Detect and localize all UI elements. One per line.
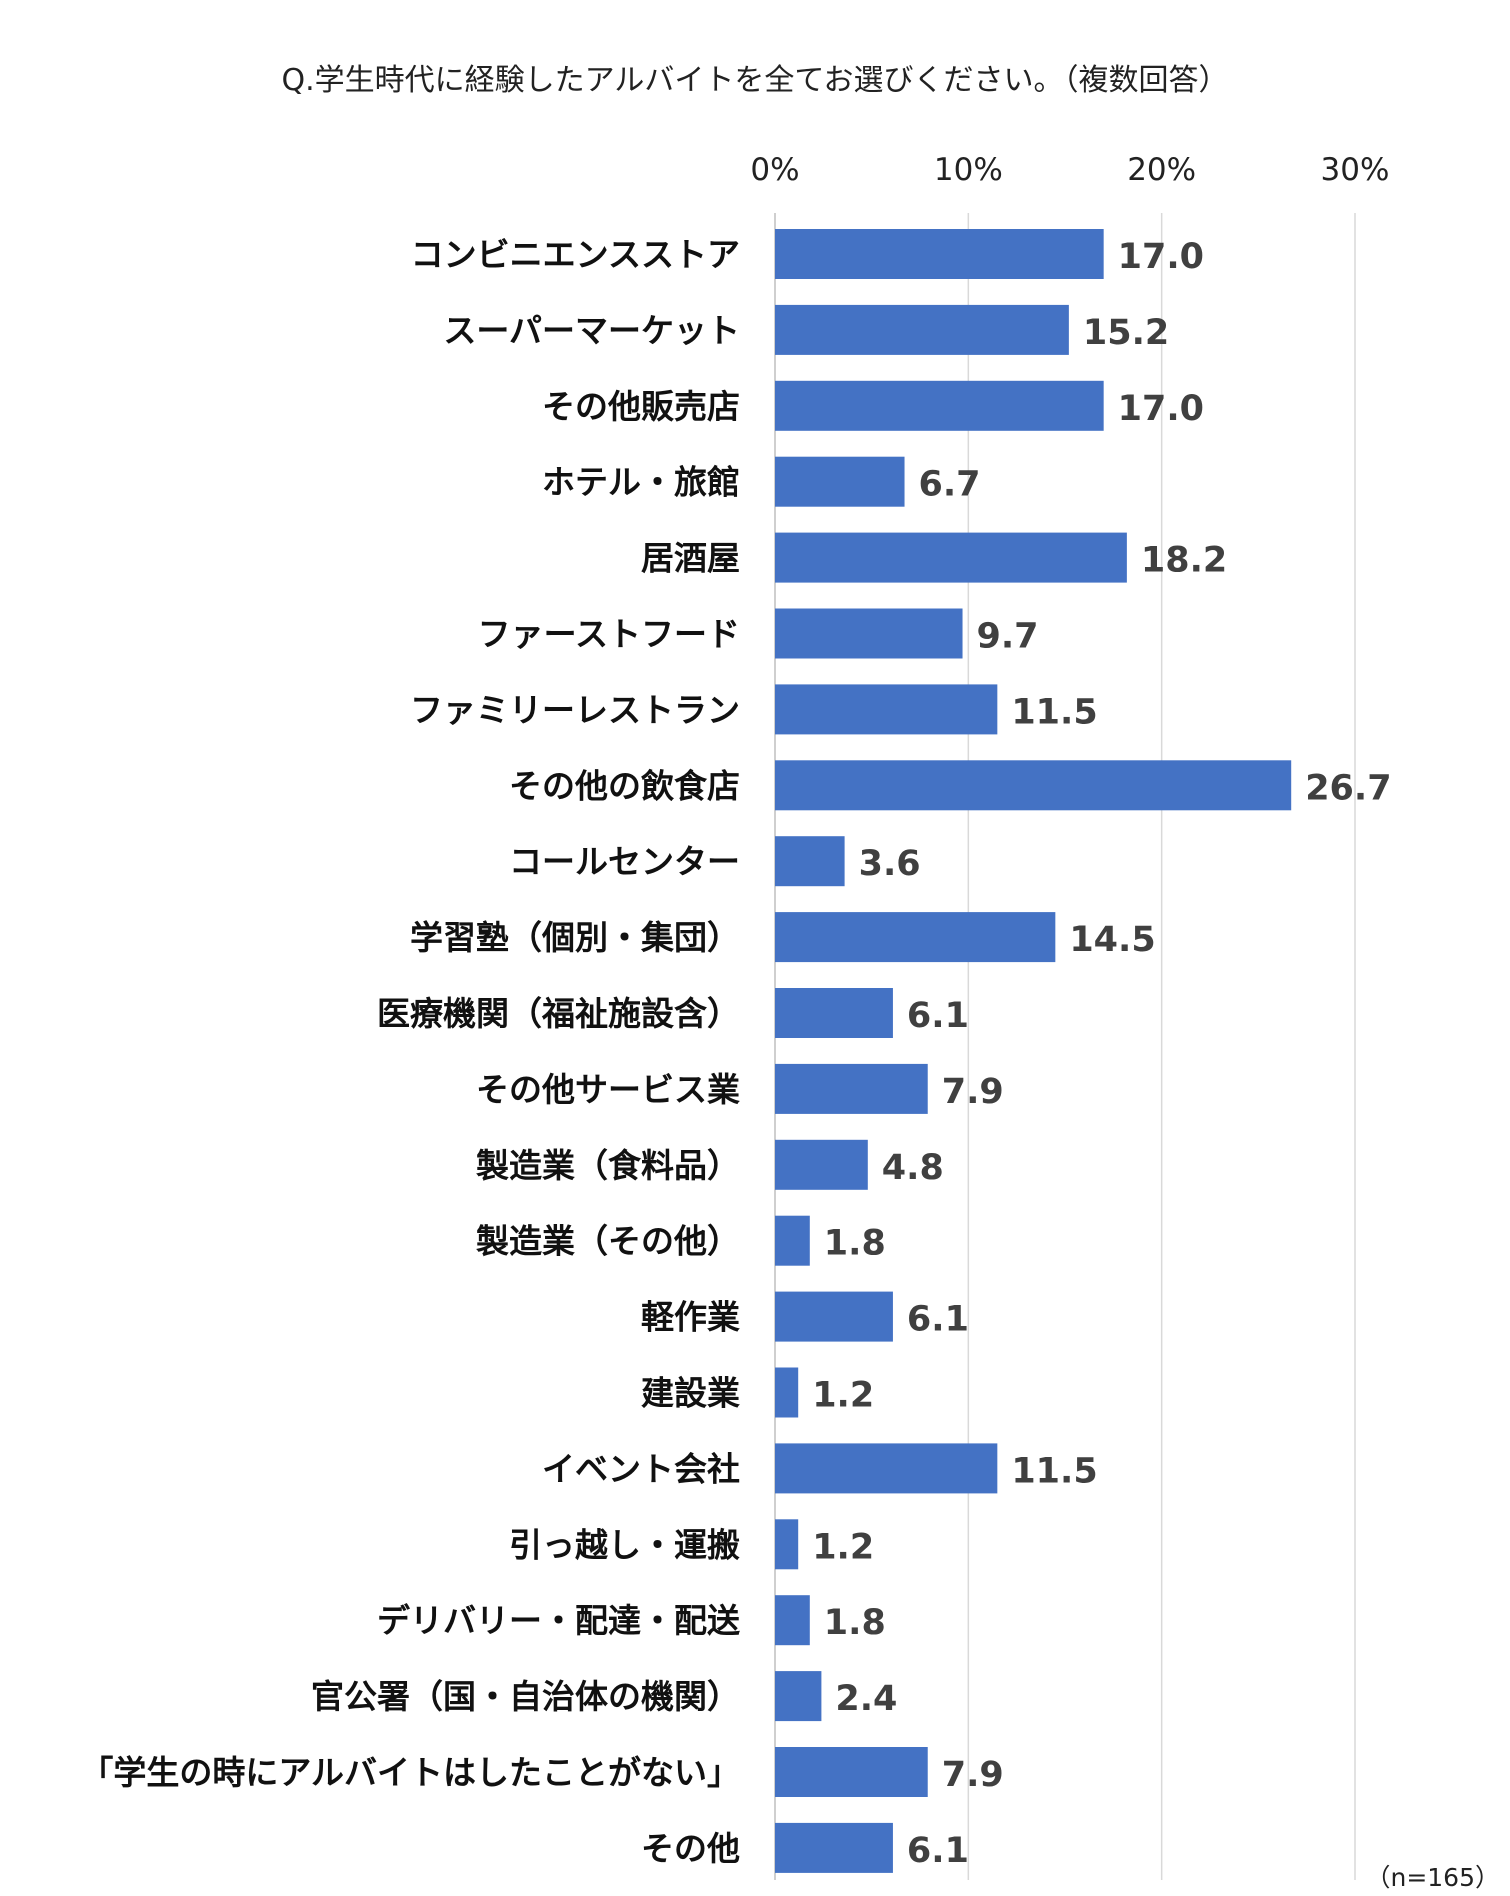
data-label: 1.8 <box>824 1224 886 1264</box>
category-label: コールセンター <box>509 842 740 881</box>
data-label: 18.2 <box>1141 541 1227 581</box>
data-label: 11.5 <box>1011 1451 1097 1491</box>
category-label: ファミリーレストラン <box>410 690 740 729</box>
data-label: 6.1 <box>907 1831 969 1871</box>
category-label: 製造業（食料品） <box>476 1146 740 1185</box>
data-label: 17.0 <box>1118 389 1204 429</box>
data-label: 14.5 <box>1069 920 1155 960</box>
data-label: 3.6 <box>859 844 921 884</box>
x-tick-label: 30% <box>1321 152 1390 188</box>
category-label: 引っ越し・運搬 <box>509 1525 740 1564</box>
chart-title: Q.学生時代に経験したアルバイトを全てお選びください。（複数回答） <box>281 63 1229 98</box>
bar <box>775 1747 928 1797</box>
value-labels: 17.0 15.2 17.0 6.7 18.2 9.7 11.5 26.7 3.6 14.5 6.1… <box>812 237 1391 1871</box>
bar <box>775 304 1069 355</box>
data-label: 26.7 <box>1305 768 1391 808</box>
bar <box>775 380 1104 431</box>
data-label: 7.9 <box>942 1755 1004 1795</box>
category-label: 「学生の時にアルバイトはしたことがない」 <box>80 1753 740 1792</box>
bar <box>775 1671 822 1722</box>
bar <box>775 1519 799 1570</box>
bar <box>775 229 1104 279</box>
bar <box>775 1291 893 1342</box>
category-label: その他サービス業 <box>476 1070 740 1109</box>
data-label: 15.2 <box>1083 313 1169 353</box>
data-label: 4.8 <box>882 1148 944 1188</box>
bar <box>775 1822 893 1873</box>
category-label: スーパーマーケット <box>443 311 740 350</box>
category-label: 学習塾（個別・集団） <box>410 918 740 957</box>
data-label: 9.7 <box>977 617 1039 657</box>
data-label: 1.8 <box>824 1603 886 1643</box>
bar <box>775 912 1056 963</box>
bar <box>775 1139 868 1190</box>
bar <box>775 684 998 735</box>
sample-size-note: （n=165） <box>1365 1863 1500 1892</box>
data-label: 2.4 <box>835 1679 897 1719</box>
data-label: 17.0 <box>1118 237 1204 277</box>
x-tick-label: 20% <box>1127 152 1196 188</box>
category-label: 居酒屋 <box>641 539 740 578</box>
x-tick-label: 0% <box>750 152 799 188</box>
category-label: デリバリー・配達・配送 <box>377 1601 740 1640</box>
bar <box>775 1595 810 1646</box>
data-label: 6.7 <box>919 465 981 505</box>
category-label: その他 <box>641 1829 740 1868</box>
category-label: その他販売店 <box>542 387 740 426</box>
category-label: イベント会社 <box>542 1449 740 1488</box>
category-label: その他の飲食店 <box>509 766 740 805</box>
category-label: 建設業 <box>641 1374 740 1413</box>
category-labels: コンビニエンスストアスーパーマーケットその他販売店ホテル・旅館居酒屋ファーストフ… <box>80 235 740 1868</box>
bar <box>775 1443 998 1494</box>
data-label: 6.1 <box>907 996 969 1036</box>
bars <box>775 229 1292 1873</box>
category-label: ホテル・旅館 <box>542 463 740 502</box>
bar <box>775 532 1127 583</box>
data-label: 6.1 <box>907 1300 969 1340</box>
x-axis-ticks: 0% 10% 20% 30% <box>750 152 1389 188</box>
category-label: 製造業（その他） <box>476 1222 740 1261</box>
category-label: コンビニエンスストア <box>411 235 740 274</box>
category-label: 官公署（国・自治体の機関） <box>311 1677 740 1716</box>
bar <box>775 760 1292 811</box>
bar <box>775 456 905 507</box>
category-label: ファーストフード <box>478 615 740 654</box>
data-label: 1.2 <box>812 1527 874 1567</box>
category-label: 軽作業 <box>641 1298 740 1337</box>
data-label: 11.5 <box>1011 692 1097 732</box>
bar <box>775 1215 810 1266</box>
bar <box>775 608 963 659</box>
data-label: 1.2 <box>812 1376 874 1416</box>
x-tick-label: 10% <box>934 152 1003 188</box>
bar <box>775 1367 799 1418</box>
bar <box>775 1063 928 1114</box>
bar <box>775 836 845 887</box>
data-label: 7.9 <box>942 1072 1004 1112</box>
category-label: 医療機関（福祉施設含） <box>377 994 740 1033</box>
bar <box>775 988 893 1038</box>
